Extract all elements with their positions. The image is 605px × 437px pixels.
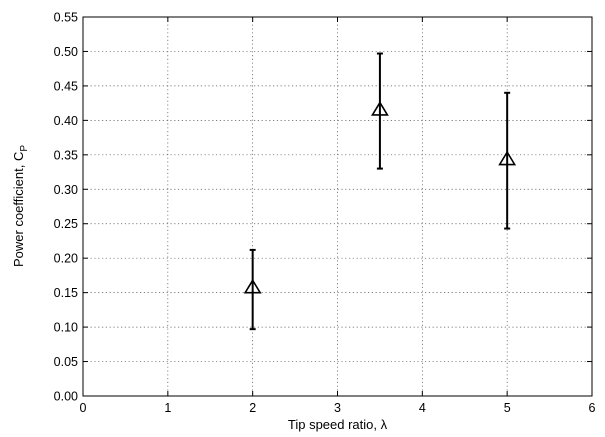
tick-labels: 0 1 2 3 4 5 6 0.00 0.05 0.10 0.15 0.20 0.25 0.30 0.35 0…: [54, 11, 596, 416]
x-tick-label: 2: [249, 401, 256, 415]
y-axis-label: Power coefficient, CP: [11, 145, 30, 267]
y-tick-label: 0.40: [54, 114, 78, 128]
x-tick-label: 6: [589, 401, 596, 415]
y-tick-label: 0.20: [54, 252, 78, 266]
y-axis-label-main: Power coefficient, C: [11, 152, 26, 267]
data-marks: [243, 52, 517, 331]
x-tick-label: 1: [164, 401, 171, 415]
y-axis-label-subscript: P: [19, 145, 30, 152]
y-tick-label: 0.10: [54, 321, 78, 335]
y-tick-label: 0.05: [54, 355, 78, 369]
grid: [83, 17, 592, 396]
y-tick-label: 0.35: [54, 148, 78, 162]
x-axis-label: Tip speed ratio, λ: [288, 417, 388, 432]
y-tick-label: 0.45: [54, 79, 78, 93]
plot-frame: [82, 16, 593, 397]
y-tick-label: 0.50: [54, 45, 78, 59]
data-point-triangle: [498, 150, 517, 166]
y-tick-label: 0.25: [54, 217, 78, 231]
x-tick-label: 4: [419, 401, 426, 415]
x-tick-label: 5: [504, 401, 511, 415]
data-point-triangle: [370, 100, 389, 116]
data-point-triangle: [243, 278, 262, 294]
ticks: [82, 16, 593, 397]
y-tick-label: 0.00: [54, 390, 78, 404]
y-tick-label: 0.30: [54, 183, 78, 197]
y-tick-label: 0.55: [54, 11, 78, 25]
y-tick-label: 0.15: [54, 286, 78, 300]
x-tick-label: 3: [334, 401, 341, 415]
x-tick-label: 0: [80, 401, 87, 415]
